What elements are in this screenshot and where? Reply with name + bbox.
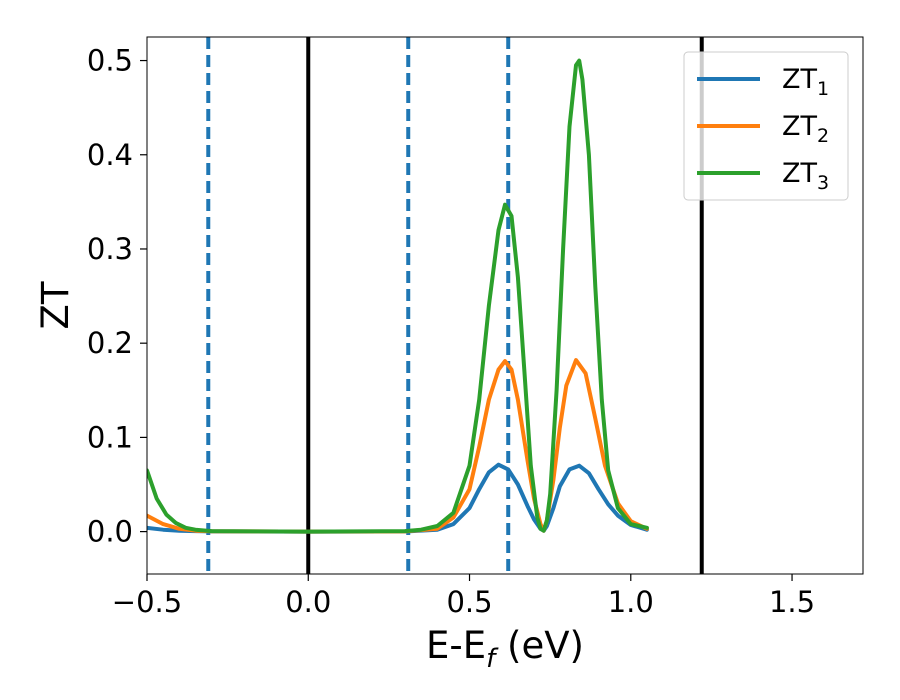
legend-label-2: ZT2: [782, 111, 829, 147]
legend-label-3: ZT3: [782, 158, 829, 194]
y-axis: 0.0 0.1 0.2 0.3 0.4 0.5: [87, 44, 147, 549]
legend-entry-3: ZT3: [697, 158, 829, 194]
y-tick-label: 0.5: [87, 44, 133, 78]
axes-frame: [146, 36, 864, 575]
legend: ZT1 ZT2 ZT3: [683, 51, 849, 201]
y-tick-label: 0.4: [87, 138, 133, 172]
x-tick-label: 0.0: [285, 585, 331, 619]
y-tick-label: 0.0: [87, 515, 133, 549]
x-tick-label: 1.0: [608, 585, 654, 619]
plot-area: [147, 37, 704, 574]
x-axis: −0.5 0.0 0.5 1.0 1.5: [112, 574, 815, 619]
legend-entry-1: ZT1: [697, 64, 829, 100]
series-line-3: [147, 58, 649, 534]
x-tick-label: 0.5: [446, 585, 492, 619]
legend-entry-2: ZT2: [697, 111, 829, 147]
legend-label-1: ZT1: [782, 64, 829, 100]
x-tick-label: 1.5: [769, 585, 815, 619]
series-line-2: [147, 358, 649, 534]
y-tick-label: 0.3: [87, 232, 133, 266]
y-tick-label: 0.2: [87, 326, 133, 360]
x-tick-label: −0.5: [112, 585, 182, 619]
x-axis-title: E-Ef (eV): [426, 624, 584, 674]
series-line-1: [147, 462, 649, 534]
x-axis-title-main: E-E: [426, 624, 486, 667]
y-axis-title: ZT: [34, 281, 77, 329]
legend-box: [683, 51, 849, 201]
x-axis-title-suffix: (eV): [495, 624, 584, 667]
y-tick-label: 0.1: [87, 420, 133, 454]
